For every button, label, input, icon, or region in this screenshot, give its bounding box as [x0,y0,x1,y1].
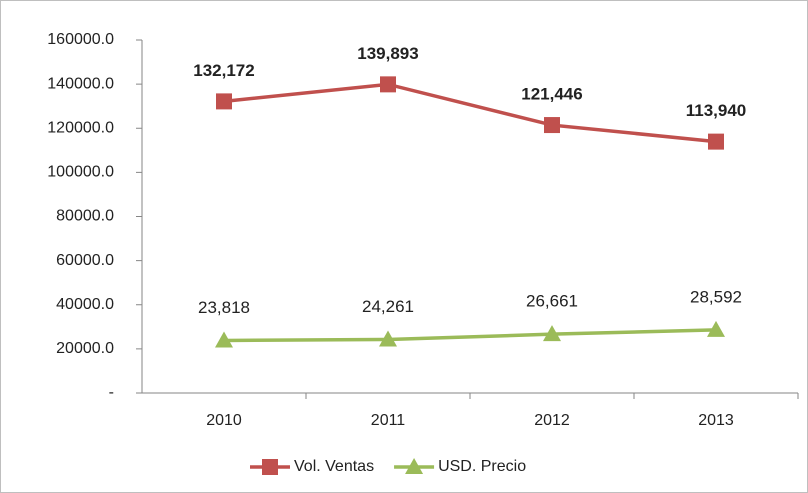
data-label: 121,446 [521,85,582,104]
y-tick-label: 80000.0 [56,208,114,225]
point [379,330,397,347]
data-label: 23,818 [198,298,250,317]
y-tick-label: 120000.0 [47,119,114,136]
point [380,76,396,93]
y-tick-label: 60000.0 [56,252,114,269]
y-tick-label: 40000.0 [56,296,114,313]
data-label: 139,893 [357,44,418,63]
point [543,325,561,342]
point [707,320,725,337]
legend-label: Vol. Ventas [294,458,374,475]
data-label: 24,261 [362,297,414,316]
legend-label: USD. Precio [438,458,526,475]
y-tick-label: - [109,384,114,401]
x-tick-label: 2010 [206,412,242,429]
data-label: 113,940 [686,101,747,120]
legend-marker [262,459,278,475]
data-label: 28,592 [690,287,742,306]
y-tick-label: 20000.0 [56,340,114,357]
series-line [223,82,717,144]
x-tick-label: 2012 [534,412,570,429]
point [216,93,232,110]
legend-marker [405,458,424,474]
data-label: 132,172 [193,61,254,80]
series-line [223,328,717,343]
x-tick-label: 2011 [371,412,406,429]
point [708,133,724,150]
x-tick-label: 2013 [698,412,734,429]
point [544,117,560,134]
data-label: 26,661 [526,292,578,311]
y-tick-label: 100000.0 [47,164,114,181]
point [215,331,233,348]
y-tick-label: 140000.0 [47,75,114,92]
y-tick-label: 160000.0 [47,31,114,48]
